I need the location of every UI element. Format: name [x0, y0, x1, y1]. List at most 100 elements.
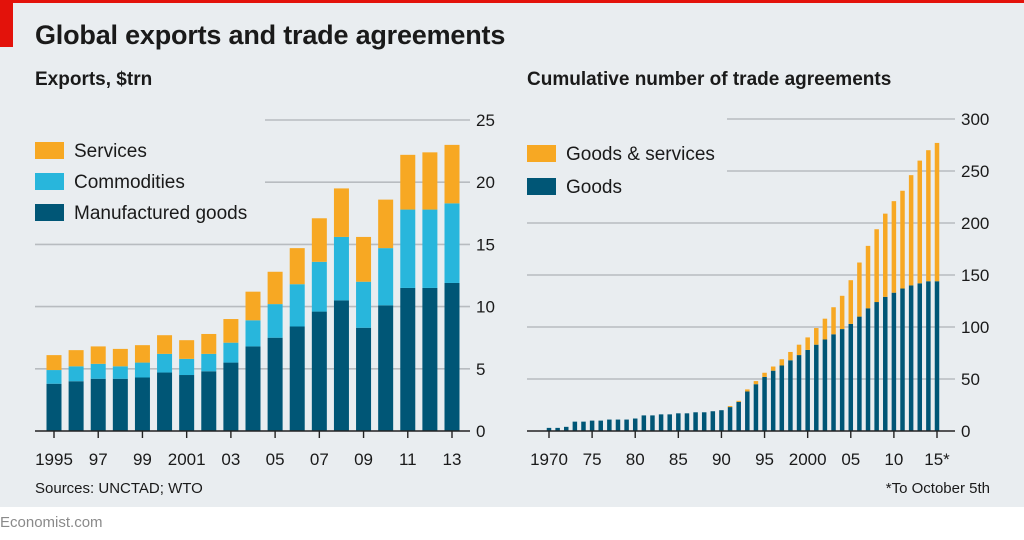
agreements-bar-goods-2007 [865, 308, 871, 431]
agreements-bar-goods-2002 [822, 339, 828, 431]
agreements-bar-goods-1993 [745, 391, 750, 431]
exports-bar-services-1997 [90, 346, 106, 364]
agreements-bar-goods-1987 [693, 412, 698, 431]
exports-x-tick-label: 05 [266, 450, 285, 469]
agreements-bar-goods-2010 [891, 292, 897, 431]
agreements-legend-swatch-goods [527, 178, 556, 195]
exports-bar-manufactured-goods-1995 [46, 383, 62, 431]
accent-top-line [0, 0, 1024, 3]
agreements-bar-goods-services-1994 [753, 381, 759, 385]
agreements-y-tick-label: 300 [961, 110, 989, 129]
exports-legend-swatch-services [35, 142, 64, 159]
exports-y-tick-label: 15 [476, 235, 495, 254]
exports-bar-services-1999 [134, 345, 150, 363]
exports-bar-commodities-2005 [267, 304, 283, 338]
agreements-bar-goods-services-2002 [822, 318, 828, 340]
agreements-bar-goods-1983 [658, 414, 664, 431]
agreements-bar-goods-2015 [934, 281, 940, 431]
exports-bar-commodities-2008 [333, 236, 349, 301]
exports-y-tick-label: 25 [476, 111, 495, 130]
agreements-bar-goods-services-1993 [745, 389, 750, 392]
agreements-bar-goods-1977 [607, 419, 612, 431]
agreements-bar-goods-2012 [908, 285, 914, 431]
accent-tag [0, 0, 13, 47]
agreements-bar-goods-services-2004 [839, 295, 845, 330]
agreements-y-tick-label: 250 [961, 162, 989, 181]
agreements-legend-label-goods-services: Goods & services [566, 144, 715, 165]
exports-bar-commodities-2004 [245, 320, 261, 347]
exports-bar-commodities-1996 [68, 366, 84, 382]
exports-x-tick-label: 2001 [168, 450, 206, 469]
exports-legend-label-services: Services [74, 141, 147, 162]
agreements-bar-goods-services-2009 [883, 213, 888, 297]
exports-bar-manufactured-goods-1998 [112, 378, 128, 431]
agreements-x-tick-label: 2000 [789, 450, 827, 469]
agreements-legend-label-goods: Goods [566, 177, 622, 198]
agreements-bar-goods-services-1998 [788, 351, 793, 361]
agreements-bar-goods-2005 [848, 323, 854, 431]
agreements-bar-goods-1970 [546, 427, 552, 431]
agreements-bar-goods-2014 [926, 281, 931, 431]
agreements-x-tick-label: 75 [583, 450, 602, 469]
exports-bar-services-1996 [68, 350, 84, 367]
exports-bar-services-2002 [201, 333, 217, 354]
agreements-bar-goods-1981 [641, 415, 647, 431]
sources-note: Sources: UNCTAD; WTO [35, 480, 203, 497]
agreements-y-tick-label: 100 [961, 318, 989, 337]
agreements-bar-goods-1976 [598, 420, 603, 431]
exports-bar-manufactured-goods-1999 [134, 377, 150, 431]
exports-bar-services-2004 [245, 291, 261, 321]
agreements-x-tick-label: 1970 [530, 450, 568, 469]
agreements-bar-goods-services-1996 [770, 366, 776, 371]
exports-legend-label-manufactured-goods: Manufactured goods [74, 203, 247, 224]
agreements-bar-goods-services-2015 [934, 142, 940, 282]
exports-x-tick-label: 13 [443, 450, 462, 469]
agreements-bar-goods-1996 [770, 370, 776, 431]
exports-bar-manufactured-goods-2009 [356, 327, 372, 431]
agreements-bar-goods-1980 [632, 418, 638, 431]
exports-bar-commodities-2006 [289, 284, 305, 327]
exports-bar-services-2011 [400, 154, 416, 210]
agreements-bar-goods-services-1991 [727, 406, 733, 408]
exports-bar-commodities-2010 [378, 248, 394, 306]
exports-x-tick-label: 09 [354, 450, 373, 469]
exports-x-tick-label: 1995 [35, 450, 73, 469]
agreements-bar-goods-1985 [676, 413, 681, 431]
agreements-bar-goods-2001 [814, 344, 819, 431]
agreements-bar-goods-1972 [563, 426, 569, 431]
exports-x-tick-label: 97 [89, 450, 108, 469]
exports-bar-manufactured-goods-1996 [68, 381, 84, 431]
exports-bar-commodities-2003 [223, 342, 239, 363]
agreements-bar-goods-2013 [917, 283, 923, 431]
exports-bar-manufactured-goods-2008 [333, 300, 349, 431]
exports-bar-commodities-1998 [112, 366, 128, 379]
agreements-x-tick-label: 10 [884, 450, 903, 469]
agreements-bar-goods-services-1999 [796, 344, 802, 356]
agreements-bar-goods-2000 [805, 349, 810, 431]
exports-bar-commodities-1999 [134, 362, 150, 378]
agreements-bar-goods-1979 [624, 419, 629, 431]
footnote: *To October 5th [885, 480, 990, 497]
agreements-bar-goods-1975 [589, 420, 595, 431]
agreements-bar-goods-services-2012 [908, 175, 914, 286]
agreements-y-tick-label: 50 [961, 370, 980, 389]
exports-bar-manufactured-goods-2003 [223, 362, 239, 431]
agreements-bar-goods-2011 [900, 288, 905, 431]
agreements-bar-goods-1974 [581, 421, 586, 431]
agreements-bar-goods-1971 [555, 427, 560, 431]
exports-bar-services-1998 [112, 348, 128, 367]
exports-bar-commodities-2007 [311, 261, 327, 312]
exports-bar-commodities-2011 [400, 209, 416, 288]
exports-bar-services-1995 [46, 355, 62, 371]
agreements-bar-goods-1988 [701, 412, 707, 431]
brand-label: Economist.com [0, 514, 103, 531]
exports-bar-services-2012 [422, 152, 438, 210]
exports-legend-swatch-manufactured-goods [35, 204, 64, 221]
exports-x-tick-label: 99 [133, 450, 152, 469]
exports-legend-swatch-commodities [35, 173, 64, 190]
agreements-bar-goods-2006 [857, 316, 862, 431]
agreements-bar-goods-2009 [883, 296, 888, 431]
agreements-bar-goods-services-1992 [736, 400, 741, 402]
agreements-bar-goods-services-2008 [874, 229, 879, 303]
